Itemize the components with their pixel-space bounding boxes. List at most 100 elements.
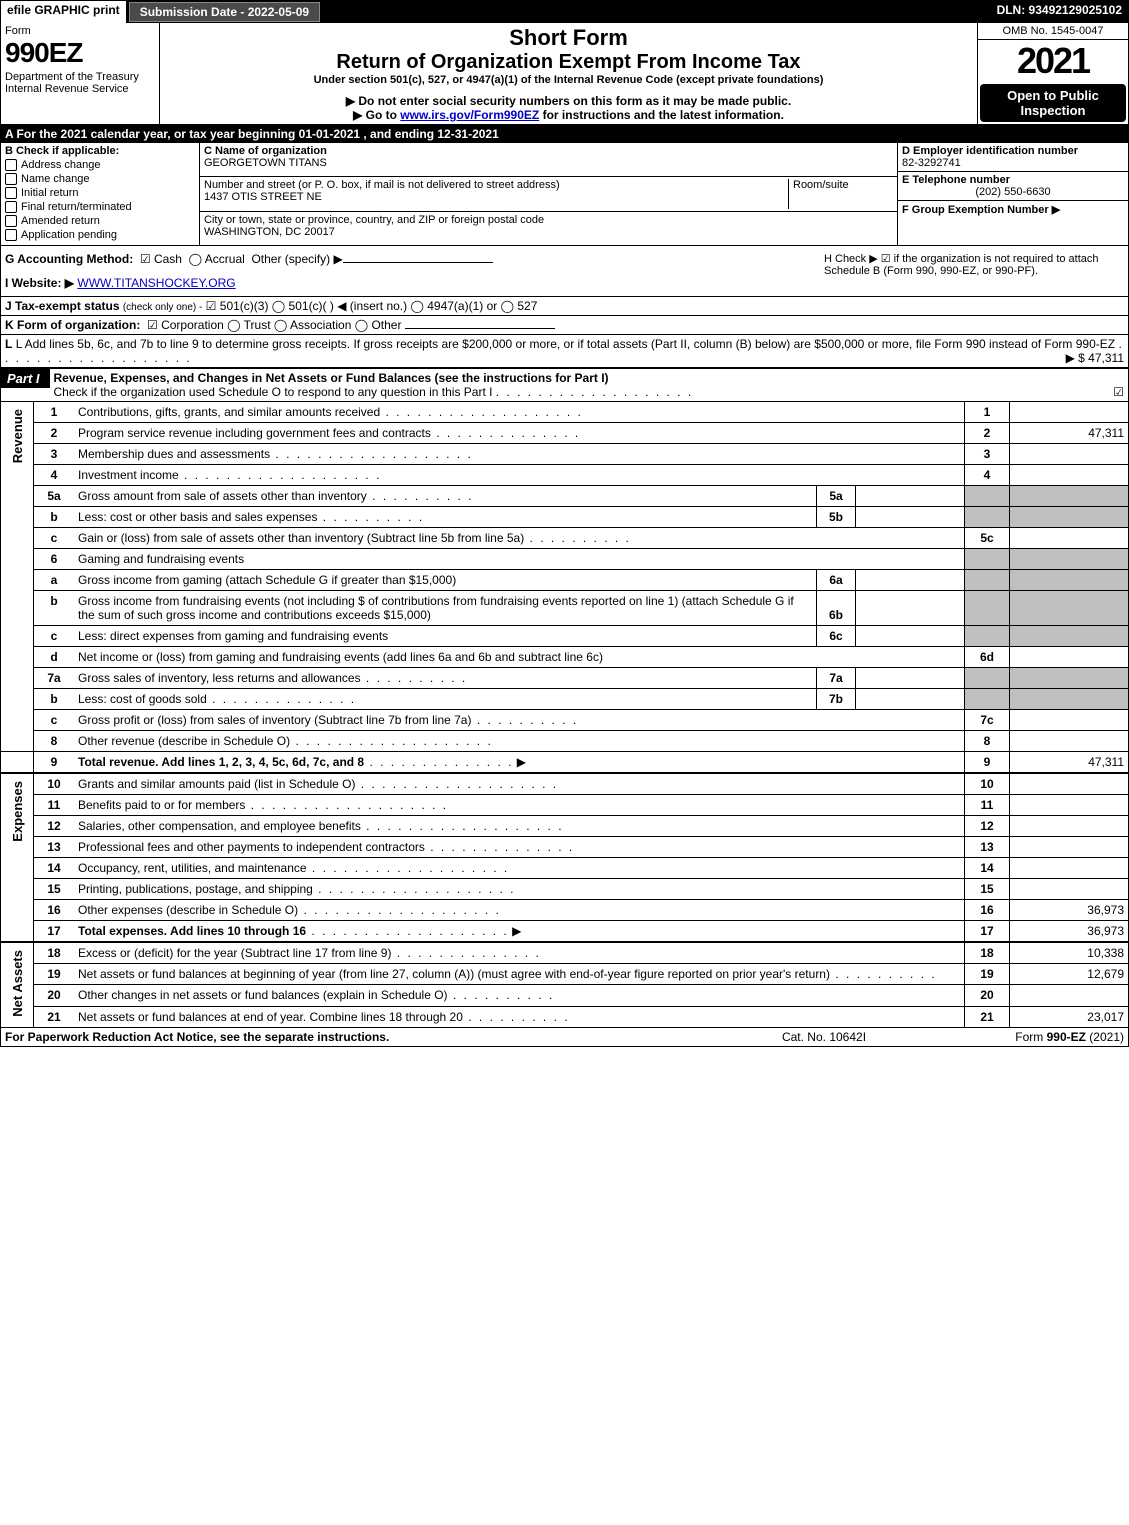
ssn-warning: ▶ Do not enter social security numbers o… [168,94,969,108]
box-g: G Accounting Method: ☑ Cash ◯ Accrual Ot… [1,246,820,296]
expenses-table: Expenses 10 Grants and similar amounts p… [1,772,1128,941]
row-2: 2 Program service revenue including gove… [1,423,1128,444]
header-center: Short Form Return of Organization Exempt… [160,23,977,124]
cb-amended-return[interactable]: Amended return [5,215,195,227]
g-other-blank[interactable] [343,262,493,263]
cb-final-return[interactable]: Final return/terminated [5,201,195,213]
short-form-title: Short Form [168,25,969,51]
g-label: G Accounting Method: [5,252,133,266]
org-name-cell: C Name of organization GEORGETOWN TITANS [200,143,897,177]
row-16: 16 Other expenses (describe in Schedule … [1,900,1128,921]
subtitle: Under section 501(c), 527, or 4947(a)(1)… [168,74,969,86]
revenue-table: Revenue 1 Contributions, gifts, grants, … [1,402,1128,772]
k-other-blank[interactable] [405,328,555,329]
cb-name-change[interactable]: Name change [5,173,195,185]
ein-value: 82-3292741 [902,157,961,169]
netassets-table: Net Assets 18 Excess or (deficit) for th… [1,941,1128,1027]
goto-line: ▶ Go to www.irs.gov/Form990EZ for instru… [168,108,969,122]
ein-label: D Employer identification number [902,145,1078,157]
k-label: K Form of organization: [5,318,140,332]
j-note: (check only one) - [123,302,202,313]
tel-label: E Telephone number [902,174,1010,186]
group-exemption-label: F Group Exemption Number ▶ [902,204,1060,216]
website-link[interactable]: WWW.TITANSHOCKEY.ORG [77,276,235,290]
row-6c: c Less: direct expenses from gaming and … [1,626,1128,647]
box-f: F Group Exemption Number ▶ [898,201,1128,218]
open-public-badge: Open to Public Inspection [980,84,1126,122]
part1-title: Revenue, Expenses, and Changes in Net As… [54,371,609,385]
box-b-title: B Check if applicable: [5,145,195,157]
row-6d: d Net income or (loss) from gaming and f… [1,647,1128,668]
addr-cell: Number and street (or P. O. box, if mail… [200,177,897,211]
cb-cash[interactable]: ☑ Cash [140,252,182,266]
g-other: Other (specify) ▶ [251,252,342,266]
cb-application-pending[interactable]: Application pending [5,229,195,241]
box-j: J Tax-exempt status (check only one) - ☑… [1,297,1128,316]
omb-number: OMB No. 1545-0047 [978,23,1128,40]
part1-badge: Part I [1,369,50,388]
part1-header-row: Part I Revenue, Expenses, and Changes in… [1,368,1128,402]
part1-desc: Revenue, Expenses, and Changes in Net As… [50,369,1128,401]
row-6a: a Gross income from gaming (attach Sched… [1,570,1128,591]
part1-check-text: Check if the organization used Schedule … [54,385,493,399]
row-7b: b Less: cost of goods sold 7b [1,689,1128,710]
city-label: City or town, state or province, country… [204,214,544,226]
footer-center: Cat. No. 10642I [724,1030,924,1044]
row-12: 12 Salaries, other compensation, and emp… [1,816,1128,837]
row-5c: c Gain or (loss) from sale of assets oth… [1,528,1128,549]
j-opts: ☑ 501(c)(3) ◯ 501(c)( ) ◀ (insert no.) ◯… [206,299,538,313]
tel-value: (202) 550-6630 [902,186,1124,198]
form-number: 990EZ [5,37,155,69]
footer: For Paperwork Reduction Act Notice, see … [1,1027,1128,1046]
name-label: C Name of organization [204,145,327,157]
row-4: 4 Investment income 4 [1,465,1128,486]
box-e: E Telephone number (202) 550-6630 [898,172,1128,201]
return-title: Return of Organization Exempt From Incom… [168,51,969,74]
row-19: 19 Net assets or fund balances at beginn… [1,964,1128,985]
irs-link[interactable]: www.irs.gov/Form990EZ [400,108,539,122]
goto-post: for instructions and the latest informat… [539,108,784,122]
box-h: H Check ▶ ☑ if the organization is not r… [820,246,1128,296]
cb-initial-return[interactable]: Initial return [5,187,195,199]
info-grid: B Check if applicable: Address change Na… [1,143,1128,246]
row-18: Net Assets 18 Excess or (deficit) for th… [1,942,1128,964]
row-7a: 7a Gross sales of inventory, less return… [1,668,1128,689]
row-9: 9 Total revenue. Add lines 1, 2, 3, 4, 5… [1,752,1128,773]
l-amount: ▶ $ 47,311 [1066,351,1124,365]
form-word: Form [5,25,155,37]
l-text: L Add lines 5b, 6c, and 7b to line 9 to … [16,337,1115,351]
row-7c: c Gross profit or (loss) from sales of i… [1,710,1128,731]
top-bar: efile GRAPHIC print Submission Date - 20… [1,1,1128,23]
room-label: Room/suite [793,179,849,191]
box-d: D Employer identification number 82-3292… [898,143,1128,172]
cb-accrual[interactable]: ◯ Accrual [189,252,245,266]
part1-checkbox[interactable]: ☑ [1113,385,1124,399]
netassets-label: Net Assets [1,942,34,1027]
form-container: efile GRAPHIC print Submission Date - 20… [0,0,1129,1047]
header-right: OMB No. 1545-0047 2021 Open to Public In… [977,23,1128,124]
row-5b: b Less: cost or other basis and sales ex… [1,507,1128,528]
header-row: Form 990EZ Department of the Treasury In… [1,23,1128,125]
row-14: 14 Occupancy, rent, utilities, and maint… [1,858,1128,879]
department-label: Department of the Treasury Internal Reve… [5,71,155,95]
expenses-label: Expenses [1,773,34,941]
footer-left: For Paperwork Reduction Act Notice, see … [5,1030,724,1044]
cb-address-change[interactable]: Address change [5,159,195,171]
row-21: 21 Net assets or fund balances at end of… [1,1006,1128,1027]
row-17: 17 Total expenses. Add lines 10 through … [1,921,1128,942]
row-10: Expenses 10 Grants and similar amounts p… [1,773,1128,795]
row-gh: G Accounting Method: ☑ Cash ◯ Accrual Ot… [1,246,1128,297]
tax-year: 2021 [978,40,1128,82]
revenue-label: Revenue [1,402,34,752]
h-text: H Check ▶ ☑ if the organization is not r… [824,253,1099,277]
efile-print-label[interactable]: efile GRAPHIC print [1,1,128,23]
row-20: 20 Other changes in net assets or fund b… [1,985,1128,1006]
box-l: L L Add lines 5b, 6c, and 7b to line 9 t… [1,335,1128,368]
city-value: WASHINGTON, DC 20017 [204,226,335,238]
box-b: B Check if applicable: Address change Na… [1,143,200,245]
box-def: D Employer identification number 82-3292… [897,143,1128,245]
footer-right: Form 990-EZ (2021) [924,1030,1124,1044]
row-6b: b Gross income from fundraising events (… [1,591,1128,626]
box-k: K Form of organization: ☑ Corporation ◯ … [1,316,1128,335]
k-opts: ☑ Corporation ◯ Trust ◯ Association ◯ Ot… [147,318,401,332]
